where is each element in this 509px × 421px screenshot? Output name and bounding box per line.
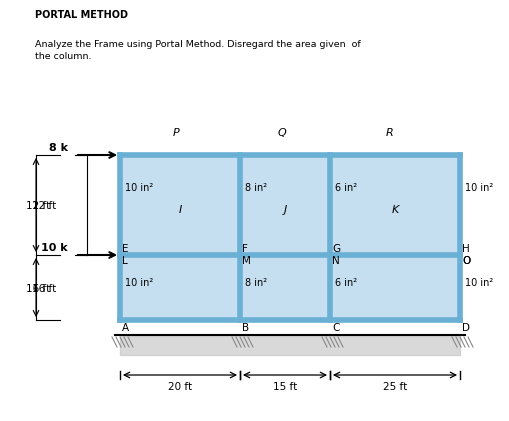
Text: 20 ft: 20 ft [168,382,192,392]
Text: 10 in²: 10 in² [465,277,493,288]
Text: M: M [242,256,251,266]
Text: 12 ft: 12 ft [32,201,56,211]
Text: 10 k: 10 k [41,243,68,253]
Bar [330,255,460,320]
Text: B: B [242,323,249,333]
Text: K: K [391,205,399,215]
Text: 15 ft: 15 ft [273,382,297,392]
Text: C: C [332,323,340,333]
Text: J: J [284,205,287,215]
Text: 16 ft: 16 ft [26,283,50,293]
Text: 10 in²: 10 in² [125,183,153,193]
Text: O: O [462,256,470,266]
Text: 16 ft: 16 ft [32,283,56,293]
Text: Q: Q [277,128,287,138]
Text: 6 in²: 6 in² [335,277,357,288]
Bar [240,155,330,255]
Bar [120,155,240,255]
Text: N: N [332,256,340,266]
Text: I: I [178,205,182,215]
Bar [120,255,240,320]
Text: Analyze the Frame using Portal Method. Disregard the area given  of: Analyze the Frame using Portal Method. D… [35,40,361,49]
Bar [240,255,330,320]
Bar [330,155,460,255]
Text: 6 in²: 6 in² [335,183,357,193]
Text: 10 in²: 10 in² [465,183,493,193]
Text: 8 in²: 8 in² [245,277,267,288]
Text: H: H [462,244,470,254]
Text: P: P [173,128,179,138]
Text: O: O [462,256,470,266]
Text: the column.: the column. [35,52,92,61]
Text: D: D [462,323,470,333]
Text: E: E [122,244,128,254]
Text: G: G [332,244,340,254]
Text: PORTAL METHOD: PORTAL METHOD [35,10,128,20]
Text: A: A [122,323,129,333]
Text: F: F [242,244,248,254]
Text: 8 in²: 8 in² [245,183,267,193]
Text: 8 k: 8 k [49,143,68,153]
Text: 10 in²: 10 in² [125,277,153,288]
Text: 25 ft: 25 ft [383,382,407,392]
Text: 12 ft: 12 ft [26,201,50,211]
Text: R: R [386,128,394,138]
Text: L: L [122,256,128,266]
